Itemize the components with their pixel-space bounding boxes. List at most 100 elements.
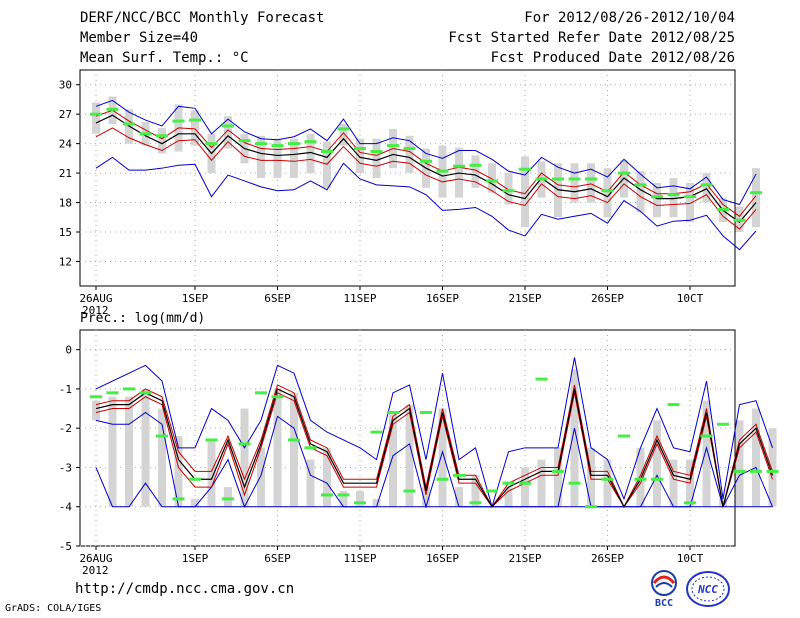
- prec-marker: [354, 501, 366, 505]
- temp-marker: [189, 118, 201, 122]
- prec-marker: [717, 422, 729, 426]
- prec-marker: [222, 497, 234, 501]
- prec-marker: [156, 434, 168, 438]
- temp-marker: [552, 177, 564, 181]
- prec-spread-bar: [422, 487, 430, 507]
- prec-marker: [568, 481, 581, 485]
- temp-marker: [750, 191, 762, 195]
- prec-xtick-label: 16SEP: [426, 552, 459, 565]
- temp-marker: [535, 177, 548, 181]
- temp-xtick-label: 11SEP: [343, 292, 376, 305]
- temp-marker: [486, 179, 498, 183]
- temp-marker: [700, 183, 713, 187]
- temp-marker: [304, 140, 317, 144]
- temp-upper-line: [95, 109, 757, 217]
- prec-spread-bar: [702, 400, 711, 507]
- temp-spread-bar: [521, 156, 529, 228]
- prec-xtick-label: 10CT: [677, 552, 704, 565]
- temp-marker: [519, 167, 531, 171]
- temp-xtick-label: 1SEP: [182, 292, 209, 305]
- prec-marker: [750, 469, 762, 473]
- temp-spread-bar: [405, 135, 414, 174]
- prec-spread-bar: [191, 498, 199, 507]
- prec-xtick-label: 6SEP: [264, 552, 291, 565]
- prec-spread-bar: [356, 491, 364, 507]
- prec-spread-bar: [768, 428, 777, 507]
- temp-marker: [601, 189, 614, 193]
- prec-lower-line: [95, 392, 773, 508]
- prec-mean-line: [95, 388, 774, 508]
- temp-spread-bar: [372, 138, 381, 178]
- temp-marker: [469, 163, 482, 167]
- prec-marker: [106, 391, 119, 395]
- prec-marker: [403, 489, 416, 493]
- temp-spread-bar: [191, 110, 199, 146]
- prec-spread-bar: [257, 447, 265, 507]
- temp-spread-bar: [224, 116, 232, 149]
- prec-ytick-label: -1: [59, 383, 72, 396]
- temp-xtick-label: 6SEP: [264, 292, 291, 305]
- temp-spread-bar: [158, 127, 166, 154]
- temp-spread-bar: [620, 160, 628, 198]
- temp-frame: [79, 69, 736, 287]
- bcc-logo: BCC: [651, 570, 677, 609]
- temp-marker: [106, 107, 119, 111]
- prec-marker: [205, 438, 218, 442]
- prec-marker: [469, 501, 482, 505]
- temp-ytick-label: 27: [59, 108, 72, 121]
- prec-spread-bar: [504, 487, 513, 507]
- prec-marker: [370, 430, 383, 434]
- chart-title: DERF/NCC/BCC Monthly Forecast: [80, 10, 325, 26]
- prec-marker: [255, 391, 267, 395]
- temp-spread-bar: [92, 102, 100, 134]
- source-url[interactable]: http://cmdp.ncc.cma.gov.cn: [75, 581, 295, 597]
- prec-spread-bar: [158, 408, 166, 507]
- forecast-period: For 2012/08/26-2012/10/04: [524, 10, 735, 26]
- prec-xtick-label: 11SEP: [343, 552, 376, 565]
- prec-spread-bar: [719, 498, 727, 507]
- temp-marker: [585, 177, 597, 181]
- ncc-logo: NCC: [686, 571, 730, 607]
- temp-spread-bar: [306, 133, 315, 174]
- temp-marker: [337, 127, 350, 131]
- temp-marker: [90, 112, 102, 116]
- prec-xtick-label: 26SEP: [591, 552, 624, 565]
- temp-marker: [123, 122, 135, 126]
- prec-marker: [618, 434, 630, 438]
- prec-marker: [766, 469, 779, 473]
- temp-spread-bar: [570, 163, 579, 203]
- prec-ytick-label: -3: [59, 461, 72, 474]
- prec-marker: [502, 481, 515, 485]
- prec-marker: [288, 438, 300, 442]
- prec-marker: [453, 473, 465, 477]
- header-right: For 2012/08/26-2012/10/04 Fcst Started Re…: [448, 8, 735, 68]
- prec-spread-bar: [554, 447, 562, 507]
- prec-marker: [535, 377, 548, 381]
- prec-subtitle: Prec.: log(mm/d): [80, 311, 205, 326]
- temp-mean-line: [95, 114, 757, 223]
- prec-upper-line: [95, 384, 773, 508]
- prec-marker: [634, 477, 647, 481]
- temp-spread-bar: [636, 171, 645, 213]
- prec-max-line: [95, 357, 773, 509]
- temp-marker: [387, 144, 399, 148]
- prec-marker: [321, 493, 333, 497]
- prec-spread-bar: [389, 412, 397, 507]
- prec-spread-bar: [669, 459, 678, 507]
- prec-spread-bar: [438, 408, 447, 507]
- prec-spread-bar: [323, 447, 331, 507]
- ncc-logo-text: NCC: [697, 583, 718, 596]
- prec-spread-bar: [603, 459, 612, 507]
- temp-spread-bar: [669, 178, 678, 218]
- prec-spread-bar: [273, 388, 282, 507]
- prec-spread-bar: [636, 447, 645, 507]
- prec-spread-bar: [306, 459, 315, 507]
- temp-marker: [403, 147, 416, 151]
- temp-marker: [667, 193, 680, 197]
- prec-marker: [436, 477, 449, 481]
- prec-marker: [700, 434, 713, 438]
- temp-marker: [420, 159, 432, 163]
- temp-marker: [172, 119, 185, 123]
- prec-marker: [684, 501, 696, 505]
